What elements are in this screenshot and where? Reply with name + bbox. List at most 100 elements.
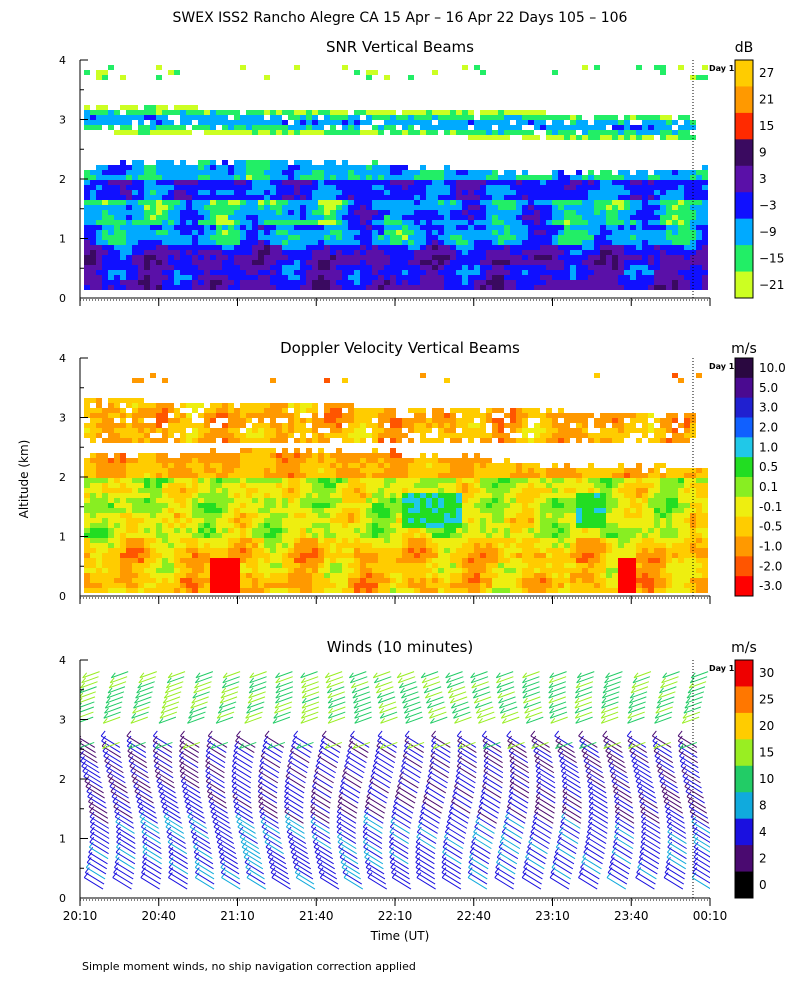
snr-cell [150,215,156,220]
velocity-cell [252,498,258,503]
velocity-cell [306,568,312,573]
snr-cell [516,210,522,215]
snr-cell [102,245,108,250]
velocity-cell [306,493,312,498]
snr-cell [618,285,624,290]
snr-cell [126,195,132,200]
snr-cell [156,215,162,220]
velocity-cell [204,533,210,538]
snr-cell [276,240,282,245]
snr-cell [234,285,240,290]
snr-cell [354,250,360,255]
velocity-cell [384,528,390,533]
snr-cell [324,120,330,125]
velocity-cell [252,568,258,573]
snr-cell [276,215,282,220]
snr-cell [162,265,168,270]
snr-cell [528,175,534,180]
snr-cell [570,190,576,195]
snr-cell [564,180,570,185]
snr-cell [444,110,450,115]
velocity-cell [156,468,162,473]
velocity-cell [312,473,318,478]
snr-cell [450,125,456,130]
velocity-cell [108,578,114,583]
snr-cell [318,185,324,190]
snr-cell [660,125,666,130]
snr-cell [90,115,96,120]
snr-cell [162,275,168,280]
velocity-cell [390,453,396,458]
velocity-cell [246,473,252,478]
snr-cell [588,125,594,130]
snr-cell [198,165,204,170]
velocity-cell [306,588,312,593]
velocity-cell [198,523,204,528]
velocity-cell [330,543,336,548]
snr-cell [276,170,282,175]
velocity-cell [288,488,294,493]
snr-cell [264,285,270,290]
velocity-cell [318,533,324,538]
velocity-cell [246,533,252,538]
snr-cell [618,175,624,180]
snr-cell [474,135,480,140]
snr-cell [678,190,684,195]
snr-cell [582,125,588,130]
snr-cell [600,200,606,205]
snr-cell [600,245,606,250]
velocity-cell [342,488,348,493]
snr-cell [192,185,198,190]
snr-cell [480,120,486,125]
velocity-cell [84,523,90,528]
velocity-cell [288,433,294,438]
snr-cell [570,120,576,125]
snr-cell [648,180,654,185]
snr-cell [444,220,450,225]
velocity-cell [228,588,234,593]
snr-cell [480,115,486,120]
colorbar-label: −15 [759,251,784,265]
velocity-cell [396,558,402,563]
velocity-cell [150,453,156,458]
snr-cell [504,285,510,290]
snr-cell [246,120,252,125]
snr-cell [504,255,510,260]
velocity-panel-title: Doppler Velocity Vertical Beams [280,339,520,357]
snr-cell [516,280,522,285]
velocity-cell [378,478,384,483]
velocity-cell [84,548,90,553]
snr-cell [102,75,108,80]
snr-cell [354,130,360,135]
velocity-cell [282,508,288,513]
snr-cell [540,215,546,220]
snr-cell [120,115,126,120]
velocity-cell [276,423,282,428]
snr-cell [516,110,522,115]
velocity-cell [186,453,192,458]
velocity-cell [234,518,240,523]
snr-cell [210,165,216,170]
snr-cell [228,220,234,225]
velocity-cell [144,513,150,518]
snr-cell [396,225,402,230]
velocity-cell [108,588,114,593]
velocity-cell [276,513,282,518]
snr-cell [378,190,384,195]
velocity-cell [390,423,396,428]
snr-cell [144,200,150,205]
snr-cell [372,270,378,275]
snr-cell [180,125,186,130]
velocity-cell [372,573,378,578]
snr-cell [462,210,468,215]
velocity-cell [144,433,150,438]
snr-cell [288,195,294,200]
velocity-cell [90,418,96,423]
velocity-cell [216,403,222,408]
snr-cell [276,280,282,285]
snr-cell [696,200,702,205]
velocity-cell [150,408,156,413]
velocity-cell [126,483,132,488]
velocity-cell [90,528,96,533]
snr-cell [378,215,384,220]
